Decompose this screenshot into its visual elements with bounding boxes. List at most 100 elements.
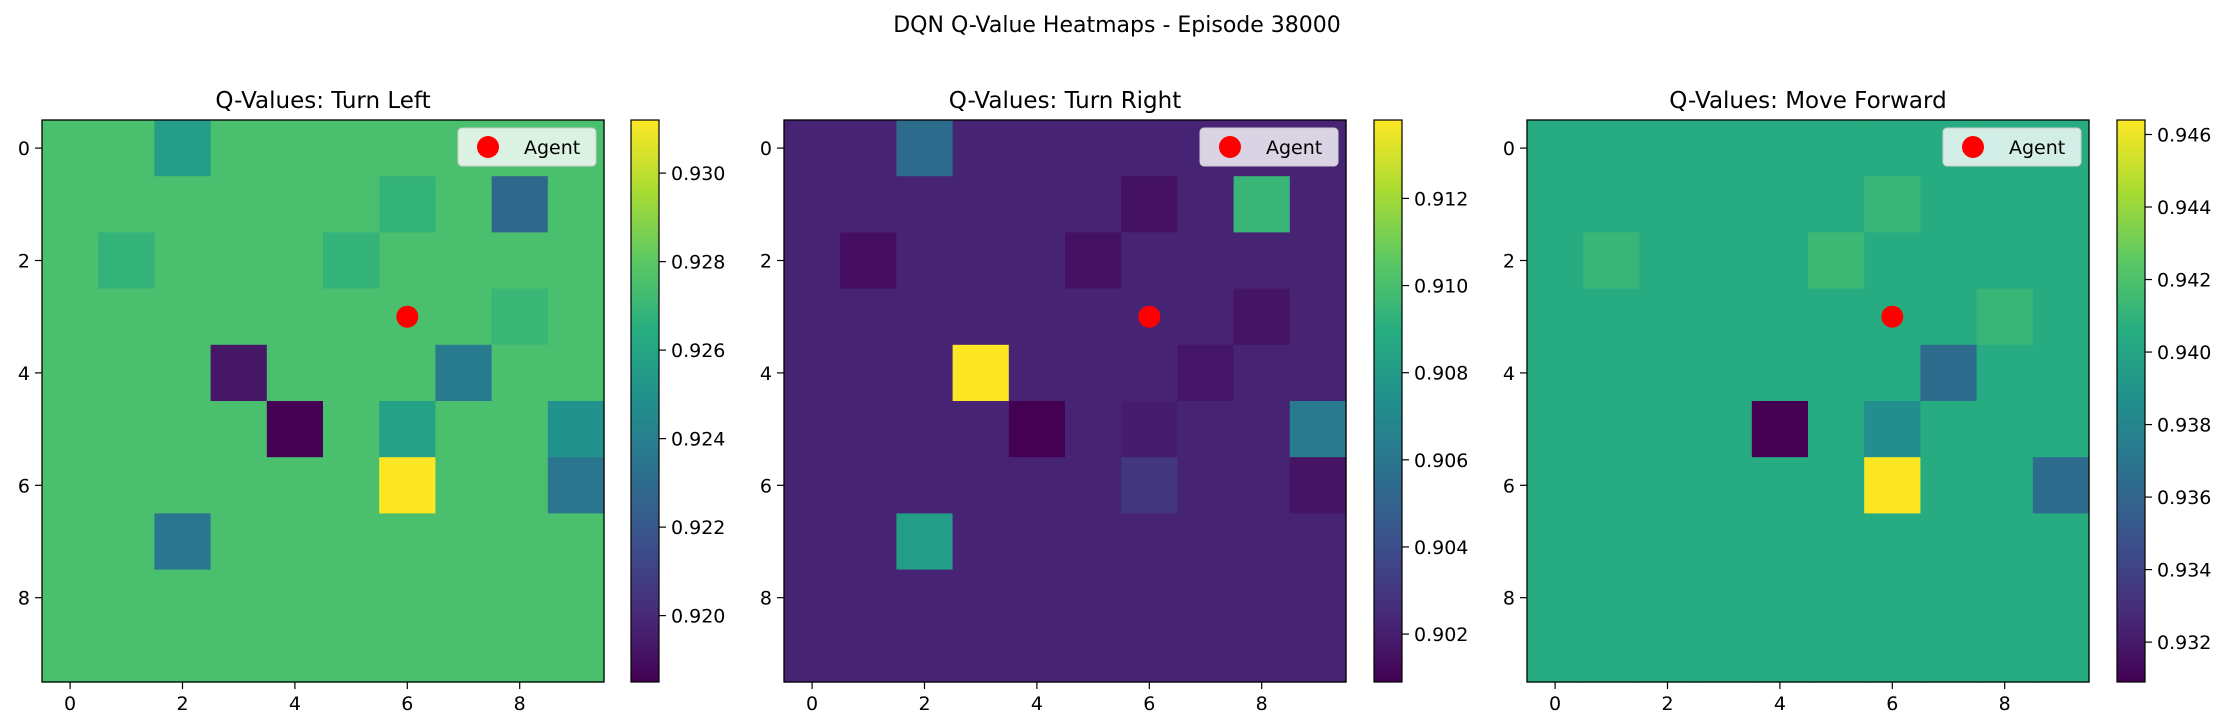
heatmap-cell <box>1065 344 1122 402</box>
heatmap-cell <box>952 176 1010 233</box>
heatmap-cell <box>1065 457 1122 514</box>
heatmap-cell <box>952 513 1010 571</box>
heatmap-cell <box>547 288 605 346</box>
heatmap-cell <box>210 176 268 233</box>
heatmap-cell <box>1289 625 1347 683</box>
heatmap-cell <box>784 232 841 290</box>
colorbar-tick-label: 0.926 <box>671 340 725 362</box>
heatmap-cell <box>1920 401 1978 458</box>
heatmap-cell <box>323 120 380 177</box>
heatmap-cell <box>1527 625 1584 683</box>
heatmap-cell <box>2032 625 2090 683</box>
heatmap-cell <box>1976 513 2034 571</box>
heatmap-cell <box>435 232 493 290</box>
heatmap-cell <box>1177 288 1235 346</box>
heatmap-cell <box>1808 232 1865 290</box>
heatmap-cell <box>154 401 212 458</box>
heatmap-cell <box>210 120 268 177</box>
heatmap-cell <box>1639 513 1697 571</box>
heatmap-cell <box>1751 625 1809 683</box>
heatmap-cell <box>1864 176 1921 233</box>
heatmap-cell <box>1233 513 1291 571</box>
heatmap-cell <box>952 569 1010 627</box>
heatmap-cell <box>154 569 212 627</box>
heatmap-cell <box>896 625 954 683</box>
colorbar-tick-label: 0.934 <box>2157 560 2211 582</box>
heatmap-cell <box>98 288 155 346</box>
heatmap-cell <box>1121 120 1178 177</box>
heatmap-cell <box>98 513 155 571</box>
heatmap-cell <box>379 513 436 571</box>
heatmap-cell <box>1177 344 1235 402</box>
heatmap-cell <box>1008 625 1066 683</box>
x-tick-label: 0 <box>806 693 818 715</box>
heatmap-cell <box>491 513 549 571</box>
heatmap-cell <box>266 569 324 627</box>
heatmap-cell <box>323 401 380 458</box>
colorbar-tick-label: 0.942 <box>2157 270 2211 292</box>
heatmap-cell <box>154 457 212 514</box>
heatmap-cell <box>435 625 493 683</box>
y-tick-label: 6 <box>760 475 772 497</box>
heatmap-cell <box>1808 176 1865 233</box>
heatmap-cell <box>784 457 841 514</box>
heatmap-cell <box>1583 401 1640 458</box>
heatmap-cell <box>1583 457 1640 514</box>
heatmap-cell <box>1751 513 1809 571</box>
heatmap-cell <box>952 288 1010 346</box>
heatmap-cell <box>98 120 155 177</box>
heatmap-cell <box>323 176 380 233</box>
figure-suptitle: DQN Q-Value Heatmaps - Episode 38000 <box>893 13 1341 38</box>
heatmap-cell <box>1639 288 1697 346</box>
heatmap-panel: Q-Values: Turn Left 0 2 4 6 8 0 2 4 6 8 Agent 0.920 0… <box>18 88 726 715</box>
heatmap-cell <box>42 513 99 571</box>
colorbar-tick-label: 0.944 <box>2157 197 2211 219</box>
heatmap-cell <box>1639 232 1697 290</box>
heatmap-cell <box>379 569 436 627</box>
heatmap-cell <box>1976 232 2034 290</box>
heatmap-cell <box>1233 176 1291 233</box>
panel-title: Q-Values: Turn Right <box>949 88 1182 114</box>
heatmap-cell <box>154 232 212 290</box>
heatmap-cell <box>1695 625 1753 683</box>
heatmap-cell <box>1177 513 1235 571</box>
heatmap-cell <box>379 401 436 458</box>
heatmap-cell <box>266 344 324 402</box>
heatmap-cell <box>1527 120 1584 177</box>
heatmap-cell <box>323 344 380 402</box>
legend-label: Agent <box>1266 137 1322 159</box>
heatmap-cell <box>547 625 605 683</box>
heatmap-cell <box>154 513 212 571</box>
heatmap-cell <box>952 401 1010 458</box>
heatmap-cell <box>896 120 954 177</box>
heatmap-cell <box>435 288 493 346</box>
heatmap-cell <box>840 344 897 402</box>
plot-frame <box>1526 119 2090 683</box>
plot-frame <box>783 119 1347 683</box>
heatmap-cell <box>266 232 324 290</box>
heatmap-cell <box>323 569 380 627</box>
colorbar <box>1373 119 1403 683</box>
heatmap-cell <box>42 288 99 346</box>
heatmap-cell <box>1808 344 1865 402</box>
heatmap-cell <box>1920 457 1978 514</box>
heatmap-cell <box>1864 513 1921 571</box>
heatmap-cell <box>1920 232 1978 290</box>
heatmap-cell <box>1233 625 1291 683</box>
heatmap-cell <box>784 120 841 177</box>
heatmap-cell <box>154 288 212 346</box>
heatmap-cell <box>547 569 605 627</box>
heatmap-cell <box>1920 344 1978 402</box>
heatmap-cell <box>266 457 324 514</box>
heatmap-cell <box>547 457 605 514</box>
heatmap-cell <box>323 457 380 514</box>
heatmap-cell <box>98 232 155 290</box>
heatmap-cell <box>784 288 841 346</box>
heatmap-cell <box>1121 232 1178 290</box>
heatmap-cell <box>1864 344 1921 402</box>
heatmap-cell <box>896 569 954 627</box>
heatmap-cell <box>379 176 436 233</box>
heatmap-cell <box>1008 569 1066 627</box>
heatmap-cell <box>210 344 268 402</box>
heatmap-cell <box>1695 176 1753 233</box>
